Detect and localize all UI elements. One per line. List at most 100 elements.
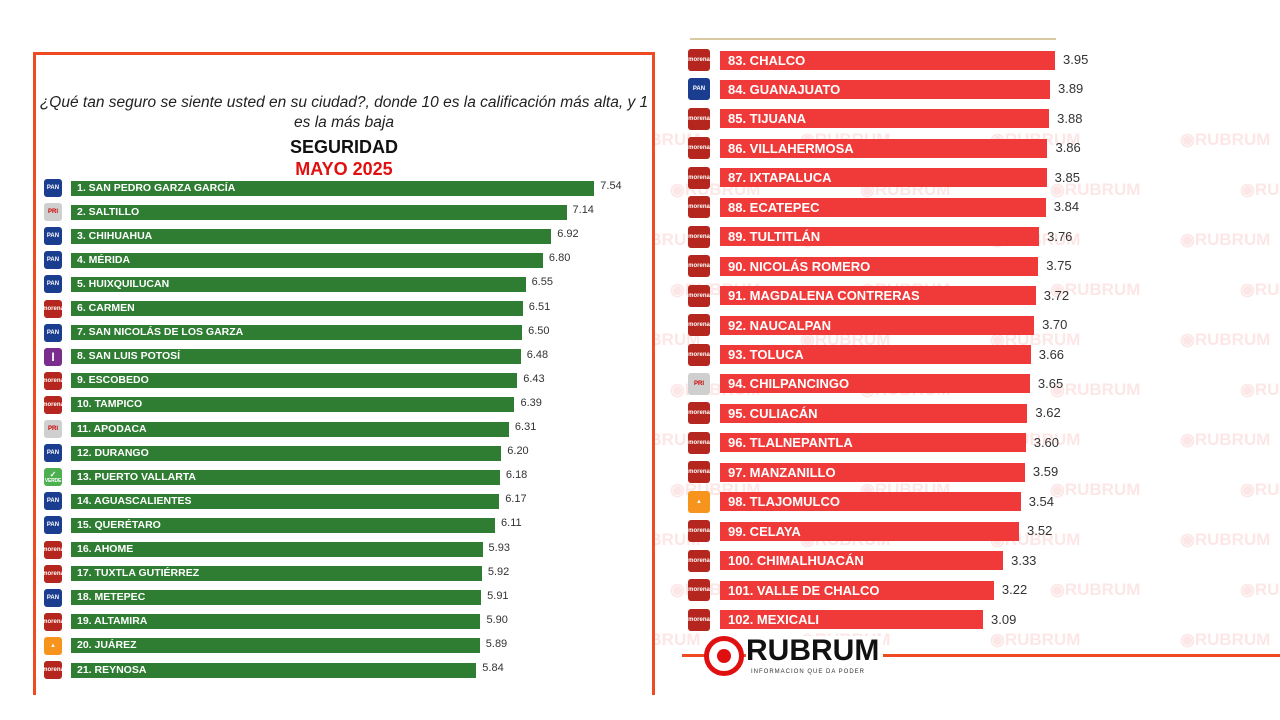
party-logo-icon: ▲: [688, 490, 710, 513]
chart-title: SEGURIDAD: [289, 137, 398, 157]
bar: 3. CHIHUAHUA: [71, 228, 552, 244]
bar: 95. CULIACÁN: [720, 403, 1028, 423]
value-label: 6.17: [505, 493, 527, 506]
bar: 91. MAGDALENA CONTRERAS: [720, 286, 1036, 306]
value-label: 6.43: [523, 372, 545, 385]
bar: 96. TLALNEPANTLA: [720, 433, 1026, 453]
watermark: ◉RUBRUM: [1240, 180, 1280, 199]
party-logo-icon: morena: [688, 431, 710, 454]
party-logo-icon: PRI: [44, 203, 62, 222]
bar: 16. AHOME: [71, 542, 483, 557]
bar: 94. CHILPANCINGO: [720, 374, 1030, 394]
value-label: 3.33: [1011, 552, 1037, 568]
party-logo-icon: PAN: [44, 275, 62, 294]
brand-tagline: INFORMACION QUE DA PODER: [751, 669, 866, 675]
value-label: 6.48: [526, 348, 549, 361]
watermark: ◉RUBRUM: [1180, 630, 1271, 649]
value-label: 5.93: [488, 541, 510, 554]
party-logo-icon: PAN: [44, 588, 62, 607]
party-logo-icon: morena: [688, 314, 710, 337]
value-label: 3.85: [1054, 169, 1080, 185]
party-logo-icon: morena: [44, 299, 62, 318]
value-label: 3.95: [1063, 52, 1089, 67]
value-label: 7.14: [572, 204, 594, 217]
bar: 87. IXTAPALUCA: [720, 168, 1047, 188]
bar: 98. TLAJOMULCO: [720, 492, 1021, 512]
bar: 6. CARMEN: [71, 301, 523, 316]
value-label: 6.39: [520, 396, 542, 409]
watermark: ◉RUBRUM: [1240, 280, 1280, 299]
watermark: ◉RUBRUM: [1180, 330, 1271, 349]
party-logo-icon: morena: [44, 371, 62, 390]
bar: 13. PUERTO VALLARTA: [71, 469, 500, 485]
watermark: ◉RUBRUM: [1180, 130, 1271, 149]
party-logo-icon: I: [44, 347, 62, 366]
party-logo-icon: PAN: [44, 251, 62, 270]
watermark: ◉RUBRUM: [1240, 380, 1280, 399]
value-label: 5.84: [482, 662, 504, 674]
value-label: 3.70: [1042, 317, 1068, 333]
party-logo-icon: morena: [44, 540, 62, 559]
party-logo-icon: morena: [688, 255, 710, 278]
value-label: 6.80: [548, 252, 571, 265]
party-logo-icon: morena: [688, 579, 710, 602]
party-logo-icon: morena: [688, 137, 710, 160]
bar: 93. TOLUCA: [720, 345, 1031, 364]
value-label: 3.65: [1037, 375, 1064, 391]
party-logo-icon: morena: [44, 564, 62, 583]
watermark: ◉RUBRUM: [990, 630, 1081, 649]
value-label: 3.60: [1033, 434, 1060, 450]
bar: 18. METEPEC: [71, 590, 482, 606]
value-label: 3.84: [1053, 199, 1080, 215]
brand-line: [682, 654, 1280, 657]
brand-name: RUBRUM: [746, 636, 884, 666]
value-label: 6.11: [501, 517, 522, 530]
party-logo-icon: morena: [44, 661, 62, 679]
value-label: 6.20: [507, 445, 529, 458]
bar: 7. SAN NICOLÁS DE LOS GARZA: [71, 325, 523, 341]
value-label: 5.89: [485, 637, 508, 650]
party-logo-icon: morena: [688, 608, 710, 631]
bar: 2. SALTILLO: [71, 204, 567, 220]
party-logo-icon: morena: [688, 196, 710, 219]
watermark: ◉RUBRUM: [800, 330, 891, 349]
bar: 101. VALLE DE CHALCO: [720, 580, 994, 600]
bar: 20. JUÁREZ: [71, 638, 480, 654]
party-logo-icon: PAN: [688, 78, 710, 101]
watermark: ◉RUBRUM: [1180, 430, 1271, 449]
party-logo-icon: PAN: [44, 179, 62, 197]
party-logo-icon: morena: [688, 549, 710, 572]
party-logo-icon: morena: [688, 225, 710, 248]
value-label: 3.76: [1047, 228, 1073, 244]
bar: 83. CHALCO: [720, 50, 1055, 70]
watermark: ◉RUBRUM: [1180, 230, 1271, 249]
value-label: 6.55: [531, 276, 553, 289]
check-icon: ✓: [49, 469, 57, 479]
party-logo-icon: morena: [688, 166, 710, 189]
party-logo-icon: morena: [688, 49, 710, 71]
bar: 10. TAMPICO: [71, 397, 515, 413]
party-logo-icon: morena: [688, 520, 710, 543]
value-label: 5.91: [487, 589, 509, 602]
bar: 14. AGUASCALIENTES: [71, 493, 500, 509]
party-logo-icon: morena: [688, 107, 710, 130]
value-label: 5.90: [486, 613, 508, 626]
bar: 21. REYNOSA: [71, 662, 477, 678]
value-label: 6.92: [557, 228, 579, 241]
value-label: 3.72: [1043, 287, 1070, 303]
divider: [690, 38, 1056, 40]
watermark: ◉RUBRUM: [1240, 480, 1280, 499]
watermark: ◉RUBRUM: [1180, 530, 1271, 549]
value-label: 3.59: [1032, 464, 1059, 480]
watermark: ◉RUBRUM: [1240, 580, 1280, 599]
value-label: 3.62: [1035, 405, 1061, 421]
bar: 86. VILLAHERMOSA: [720, 138, 1048, 158]
value-label: 3.86: [1055, 140, 1081, 156]
value-label: 3.52: [1027, 523, 1053, 539]
party-logo-icon: PAN: [44, 444, 62, 463]
bar: 4. MÉRIDA: [71, 252, 543, 268]
bar: 9. ESCOBEDO: [71, 373, 518, 389]
party-logo-label: VERDE: [44, 477, 62, 484]
bar: 102. MEXICALI: [720, 610, 984, 630]
bar: 90. NICOLÁS ROMERO: [720, 256, 1039, 276]
